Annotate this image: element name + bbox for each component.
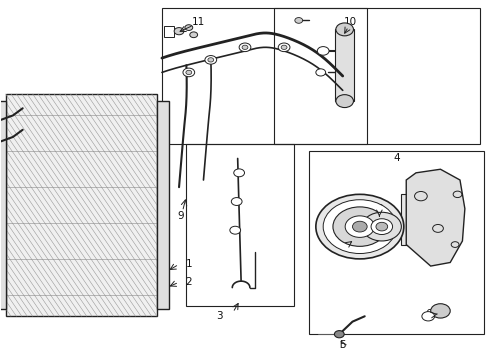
- Circle shape: [231, 198, 242, 206]
- Bar: [157, 101, 169, 309]
- Circle shape: [208, 58, 214, 62]
- Circle shape: [230, 226, 241, 234]
- Circle shape: [278, 43, 290, 51]
- Text: 1: 1: [186, 259, 192, 269]
- Circle shape: [316, 194, 404, 259]
- Circle shape: [186, 70, 192, 75]
- Circle shape: [183, 68, 195, 77]
- Text: 7: 7: [340, 239, 346, 249]
- Polygon shape: [406, 169, 465, 266]
- Circle shape: [422, 312, 435, 321]
- Circle shape: [190, 32, 197, 38]
- Text: 2: 2: [186, 277, 192, 287]
- Bar: [0, 101, 5, 309]
- Bar: [5, 94, 157, 316]
- Circle shape: [352, 221, 367, 232]
- Circle shape: [234, 169, 245, 177]
- Bar: [335, 30, 354, 101]
- Text: 10: 10: [343, 17, 357, 27]
- Circle shape: [345, 216, 374, 237]
- Text: 5: 5: [340, 340, 346, 350]
- Circle shape: [376, 222, 388, 231]
- Circle shape: [334, 330, 344, 338]
- Text: 9: 9: [177, 211, 184, 221]
- Bar: [401, 194, 409, 244]
- Circle shape: [336, 95, 353, 108]
- Circle shape: [205, 55, 217, 64]
- Circle shape: [323, 200, 396, 253]
- Circle shape: [333, 207, 387, 246]
- Bar: [274, 8, 367, 144]
- Circle shape: [336, 23, 353, 36]
- Circle shape: [185, 25, 193, 31]
- Text: 11: 11: [192, 17, 205, 27]
- Circle shape: [362, 212, 401, 241]
- Circle shape: [371, 219, 392, 234]
- Circle shape: [295, 18, 303, 23]
- Circle shape: [174, 28, 184, 35]
- Bar: [186, 144, 294, 306]
- Circle shape: [431, 304, 450, 318]
- Text: 8: 8: [376, 204, 383, 214]
- Circle shape: [239, 43, 251, 51]
- Circle shape: [318, 46, 329, 55]
- Bar: [164, 26, 174, 37]
- Text: 3: 3: [216, 311, 223, 321]
- Circle shape: [281, 45, 287, 49]
- Bar: [309, 151, 485, 334]
- Text: 4: 4: [393, 153, 400, 163]
- Circle shape: [242, 45, 248, 49]
- Circle shape: [316, 69, 326, 76]
- Bar: [162, 8, 480, 144]
- Text: 6: 6: [425, 310, 432, 319]
